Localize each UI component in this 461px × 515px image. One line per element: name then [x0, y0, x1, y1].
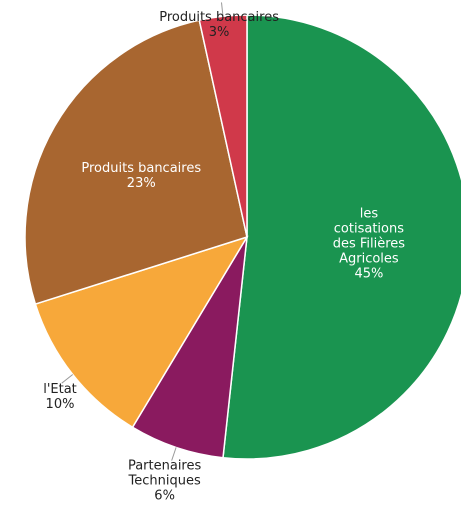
pie-slice: [34, 235, 249, 429]
slice-label: Produits bancaires 23%: [81, 161, 201, 191]
value-label: 3%: [208, 25, 230, 40]
category-label: Produits bancaires: [81, 160, 202, 176]
slice-label: Partenaires Techniques 6%: [105, 459, 225, 504]
slice-label: l'Etat 10%: [43, 382, 77, 412]
pie-slice: [198, 14, 248, 238]
value-label: 45%: [354, 266, 384, 282]
value-label: 10%: [45, 396, 75, 412]
pie-slice: [222, 14, 461, 460]
slice-label: Produits bancaires 3%: [159, 10, 279, 40]
category-label: l'Etat: [43, 381, 77, 397]
pie-slice: [24, 19, 248, 306]
slice-label: les cotisations des Filières Agricoles 45…: [323, 206, 415, 281]
category-label: Partenaires Techniques: [127, 458, 202, 489]
value-label: 23%: [126, 175, 156, 191]
value-label: 6%: [154, 488, 175, 504]
leader-line: [171, 447, 177, 461]
leader-line: [220, 2, 224, 17]
category-label: Produits bancaires: [159, 10, 279, 25]
leader-line: [61, 374, 74, 384]
category-label: les cotisations des Filières Agricoles: [332, 206, 406, 267]
